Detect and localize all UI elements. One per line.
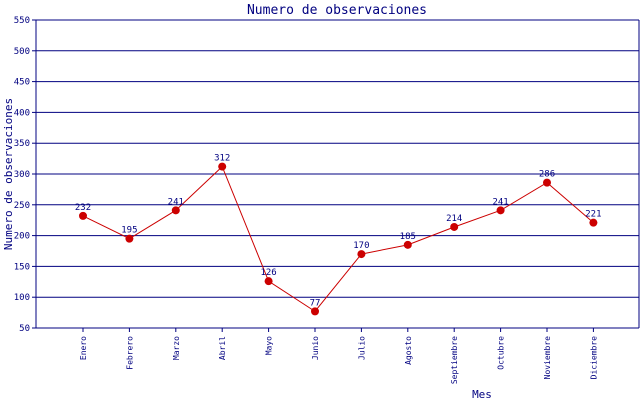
data-point-1: [125, 234, 134, 243]
x-tick-label-10: Noviembre: [543, 336, 552, 380]
y-tick-label-7: 400: [14, 108, 30, 118]
y-tick-label-8: 450: [14, 78, 30, 88]
data-point-0: [79, 211, 87, 220]
data-label-7: 185: [400, 232, 416, 242]
y-tick-label-9: 500: [14, 47, 30, 57]
plot-area: 50 100 150 200 250 300 350 400 450 500 550 Enero Feb…: [14, 16, 640, 384]
data-point-4: [264, 277, 273, 286]
x-tick-label-4: Mayo: [265, 336, 274, 355]
data-label-11: 221: [585, 210, 601, 220]
data-point-11: [589, 218, 598, 227]
data-label-5: 77: [310, 298, 321, 308]
data-label-8: 214: [446, 214, 462, 224]
x-axis-label: Mes: [472, 388, 492, 400]
data-point-6: [357, 250, 366, 259]
data-label-1: 195: [121, 226, 137, 236]
y-tick-label-2: 150: [14, 262, 30, 272]
data-label-0: 232: [75, 203, 91, 213]
data-label-10: 286: [539, 170, 555, 180]
x-tick-label-1: Febrero: [125, 336, 134, 370]
x-tick-label-6: Julio: [357, 336, 366, 360]
data-point-5: [311, 307, 319, 316]
y-tick-label-3: 200: [14, 232, 30, 242]
data-point-9: [496, 206, 505, 215]
y-tick-label-0: 50: [19, 324, 30, 334]
y-tick-label-6: 350: [14, 139, 30, 149]
data-point-10: [543, 178, 551, 187]
series-line: [82, 165, 594, 313]
x-tick-label-8: Septiembre: [450, 336, 459, 384]
chart-title: Numero de observaciones: [247, 3, 427, 18]
data-label-3: 312: [214, 154, 230, 164]
y-tick-label-5: 300: [14, 170, 30, 180]
data-label-9: 241: [492, 197, 508, 207]
y-tick-label-10: 550: [14, 16, 30, 26]
x-tick-label-3: Abril: [218, 336, 227, 360]
data-point-7: [403, 240, 412, 249]
x-tick-label-7: Agosto: [404, 336, 413, 365]
y-axis-label: Numero de observaciones: [2, 98, 15, 250]
data-point-3: [218, 162, 227, 171]
x-tick-label-5: Junio: [311, 336, 320, 360]
data-point-8: [450, 222, 459, 231]
data-point-2: [171, 206, 180, 215]
x-tick-label-9: Octubre: [497, 336, 506, 370]
data-label-6: 170: [353, 241, 369, 251]
data-label-2: 241: [168, 197, 184, 207]
x-tick-label-11: Diciembre: [589, 336, 598, 380]
y-tick-label-4: 250: [14, 201, 30, 211]
x-tick-label-0: Enero: [79, 336, 88, 360]
data-label-4: 126: [260, 268, 276, 278]
x-tick-label-2: Marzo: [172, 336, 181, 360]
y-tick-label-1: 100: [14, 293, 30, 303]
